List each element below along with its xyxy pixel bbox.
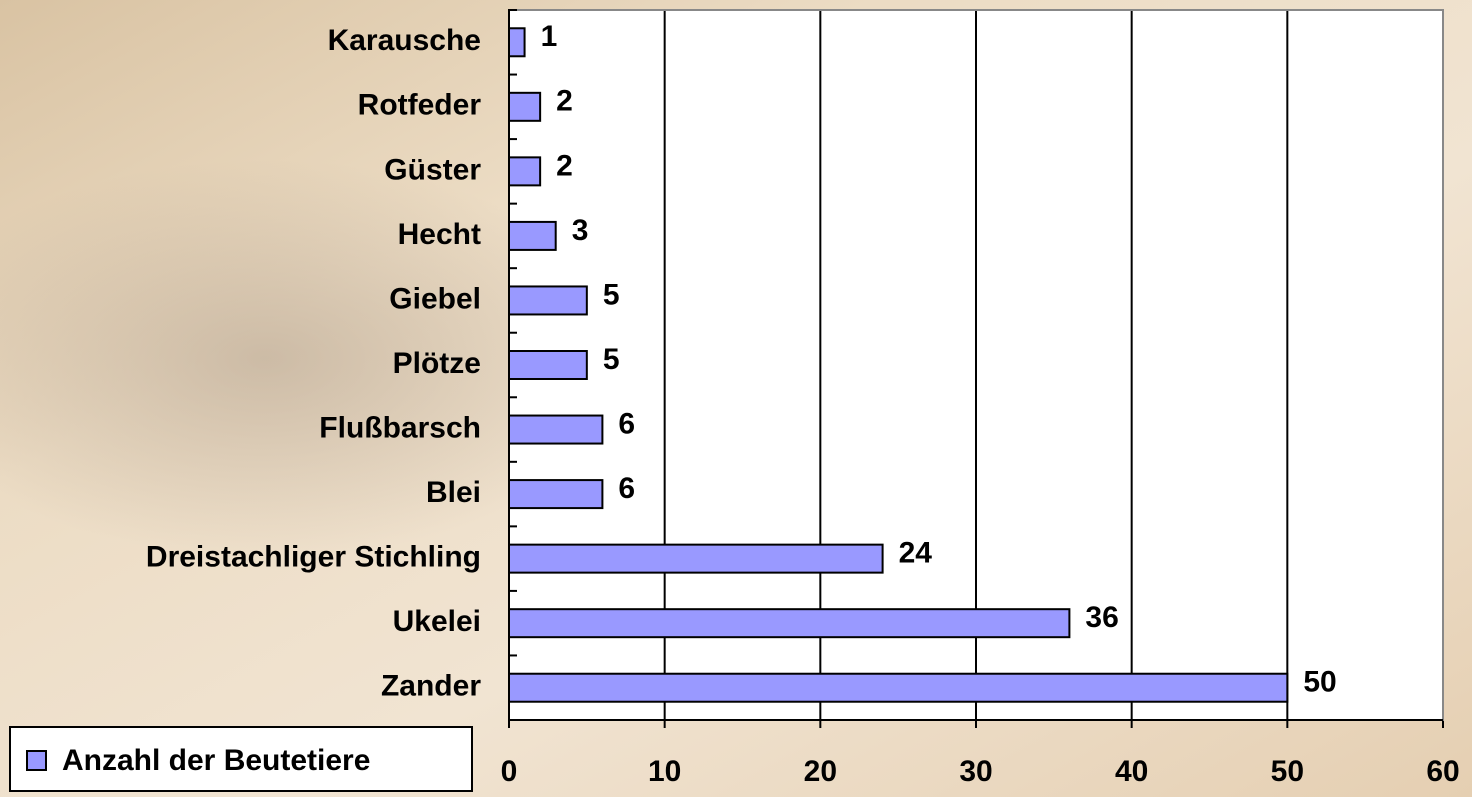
bar xyxy=(509,674,1287,702)
data-label: 5 xyxy=(603,343,620,376)
legend: Anzahl der Beutetiere xyxy=(10,727,472,791)
y-tick-label: Dreistachliger Stichling xyxy=(146,541,481,574)
x-tick-label: 40 xyxy=(1115,755,1148,788)
legend-swatch xyxy=(27,751,46,770)
y-tick-label: Ukelei xyxy=(393,605,481,638)
data-label: 36 xyxy=(1085,601,1118,634)
bar xyxy=(509,28,525,56)
x-tick-label: 10 xyxy=(648,755,681,788)
y-tick-label: Karausche xyxy=(328,24,481,57)
legend-label: Anzahl der Beutetiere xyxy=(62,744,370,777)
y-tick-label: Zander xyxy=(381,670,481,703)
bar xyxy=(509,157,540,185)
y-tick-label: Hecht xyxy=(398,218,481,251)
data-label: 6 xyxy=(618,407,635,440)
data-label: 2 xyxy=(556,149,573,182)
x-tick-label: 20 xyxy=(804,755,837,788)
bar xyxy=(509,351,587,379)
x-tick-label: 60 xyxy=(1426,755,1459,788)
chart: 0 10 20 30 40 50 60 Karausche 1 Rotfeder 2 Güster 2 H… xyxy=(0,0,1472,797)
x-tick-label: 50 xyxy=(1271,755,1304,788)
bar xyxy=(509,222,556,250)
page: 0 10 20 30 40 50 60 Karausche 1 Rotfeder 2 Güster 2 H… xyxy=(0,0,1472,797)
data-label: 6 xyxy=(618,472,635,505)
x-tick-label: 30 xyxy=(959,755,992,788)
bar xyxy=(509,93,540,121)
bar xyxy=(509,545,883,573)
bar xyxy=(509,609,1069,637)
bar xyxy=(509,480,602,508)
bar xyxy=(509,286,587,314)
y-tick-label: Blei xyxy=(426,476,481,509)
bar xyxy=(509,416,602,444)
x-tick-label: 0 xyxy=(501,755,518,788)
y-tick-label: Plötze xyxy=(393,347,481,380)
data-label: 24 xyxy=(899,537,933,570)
y-tick-label: Güster xyxy=(384,153,481,186)
data-label: 5 xyxy=(603,278,620,311)
data-label: 2 xyxy=(556,85,573,118)
y-tick-label: Rotfeder xyxy=(358,89,482,122)
data-label: 3 xyxy=(572,214,589,247)
y-tick-label: Giebel xyxy=(389,282,481,315)
data-label: 1 xyxy=(541,20,558,53)
data-label: 50 xyxy=(1303,666,1336,699)
y-tick-label: Flußbarsch xyxy=(319,411,481,444)
